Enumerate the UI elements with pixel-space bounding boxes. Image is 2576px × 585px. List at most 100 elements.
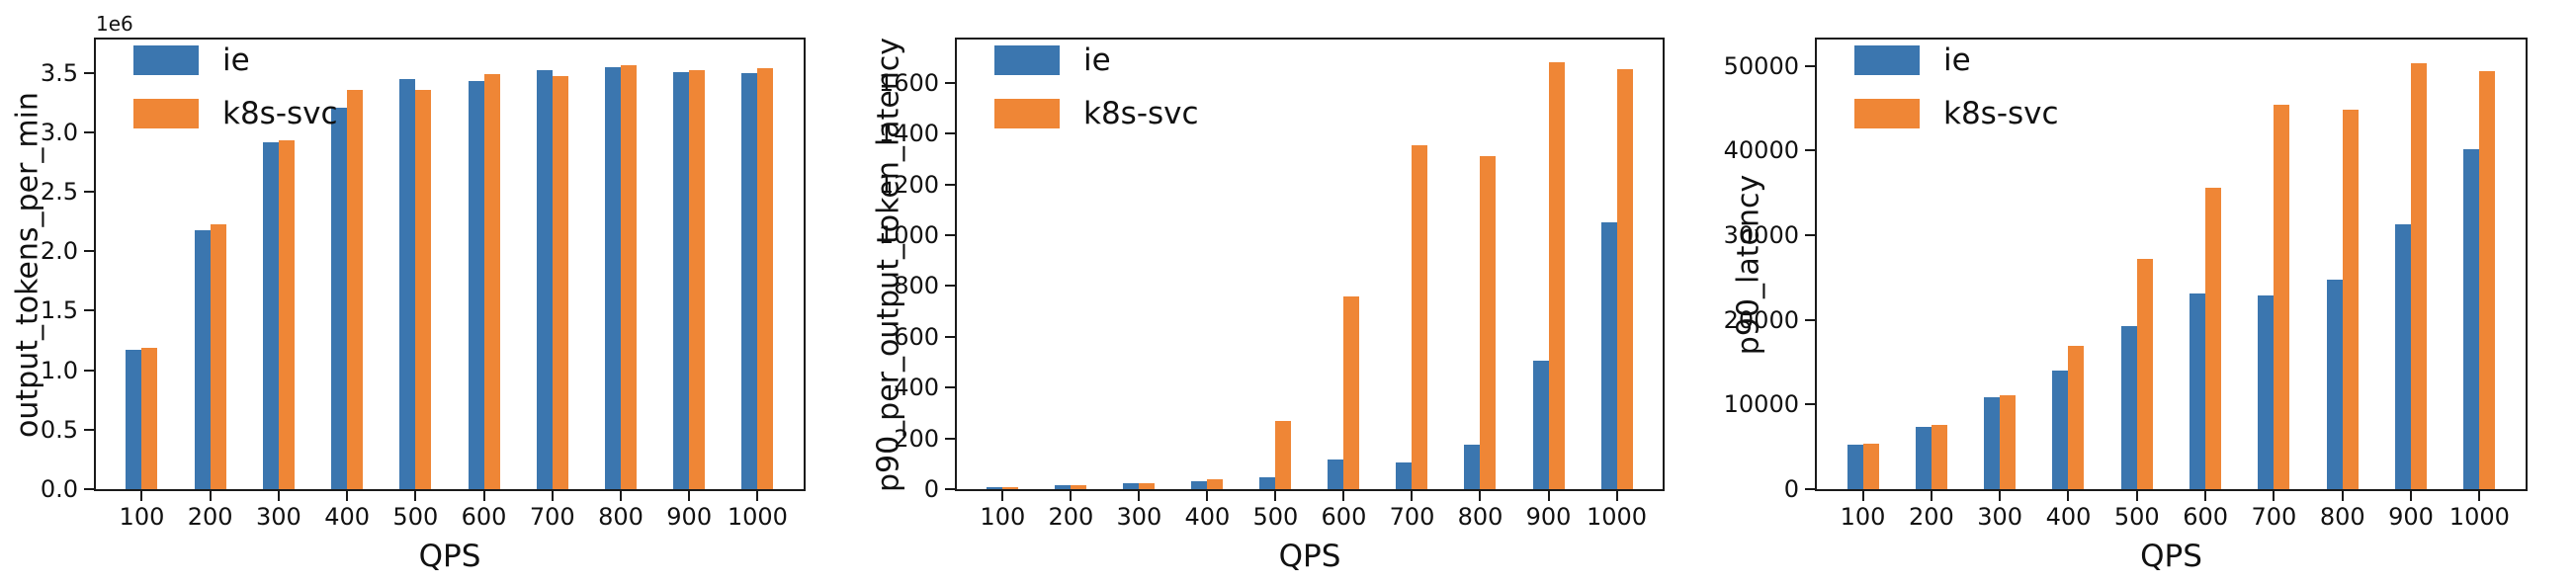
bar-ie-800 [1464,445,1481,489]
legend-swatch-ie [133,45,199,75]
bar-k8s-svc-400 [1207,479,1224,489]
y-tick-label: 1600 [878,68,939,97]
x-axis-label: QPS [1278,539,1341,574]
bar-ie-100 [987,486,1003,489]
legend-item-ie: ie [994,42,1199,78]
x-axis-label: QPS [2140,539,2202,574]
x-tick-label: 500 [392,503,439,531]
bar-k8s-svc-1000 [757,67,774,489]
y-tick-mark [84,369,94,372]
bar-ie-300 [262,141,279,489]
x-tick-mark [482,491,485,501]
y-tick-mark [945,183,955,186]
bar-ie-400 [2052,371,2069,489]
axis-offset-text: 1e6 [96,12,133,36]
x-tick-label: 700 [1389,503,1435,531]
y-tick-label: 1.5 [40,296,78,325]
bar-ie-700 [1396,462,1413,489]
x-tick-mark [551,491,554,501]
bar-k8s-svc-600 [1343,296,1360,489]
x-tick-mark [209,491,212,501]
y-tick-mark [945,233,955,236]
x-axis-label: QPS [418,539,481,574]
bar-k8s-svc-300 [1139,482,1156,489]
x-tick-mark [2067,491,2070,501]
legend-label: k8s-svc [222,96,338,131]
bar-k8s-svc-300 [278,140,295,489]
bar-ie-300 [1984,396,2001,489]
legend-swatch-k8s-svc [1854,99,1920,128]
bar-ie-600 [2190,293,2206,489]
bar-ie-1000 [1600,222,1617,489]
y-tick-label: 10000 [1723,390,1799,419]
bar-k8s-svc-1000 [2479,70,2496,489]
y-tick-mark [945,81,955,84]
bar-k8s-svc-100 [1002,486,1019,489]
x-tick-label: 200 [187,503,233,531]
y-tick-label: 200 [894,424,939,453]
bar-k8s-svc-400 [347,89,364,489]
bar-k8s-svc-600 [2205,187,2222,489]
bar-k8s-svc-500 [2136,258,2153,489]
x-tick-label: 600 [461,503,507,531]
bar-k8s-svc-700 [2274,104,2290,489]
bar-ie-800 [2326,280,2343,489]
x-tick-mark [1547,491,1550,501]
legend-item-k8s-svc: k8s-svc [994,96,1199,131]
y-tick-mark [945,285,955,288]
y-tick-mark [1805,64,1815,67]
chart-p90-latency: p90_latency 0 10000 20000 30000 40000 50000 100… [1724,38,2528,574]
bar-ie-100 [1846,445,1863,489]
x-tick-label: 700 [529,503,575,531]
legend: ie k8s-svc [1854,42,2059,131]
x-tick-label: 400 [1184,503,1231,531]
bar-ie-200 [1915,427,1932,489]
bar-ie-400 [1191,480,1208,489]
y-tick-label: 1.0 [40,356,78,384]
bar-k8s-svc-700 [1412,144,1428,489]
x-tick-label: 200 [1048,503,1094,531]
y-tick-label: 0.0 [40,475,78,503]
y-tick-mark [945,437,955,440]
legend-label: ie [1943,42,1971,78]
x-tick-label: 500 [1252,503,1299,531]
y-tick-label: 3.5 [40,58,78,87]
x-tick-label: 600 [1321,503,1367,531]
bar-ie-400 [331,107,348,489]
bar-k8s-svc-100 [1862,443,1879,489]
legend-item-k8s-svc: k8s-svc [1854,96,2059,131]
y-tick-mark [1805,403,1815,406]
x-tick-label: 900 [666,503,713,531]
y-tick-mark [1805,488,1815,490]
bar-k8s-svc-200 [1071,484,1087,489]
x-tick-label: 700 [2251,503,2297,531]
y-tick-label: 0 [923,475,939,503]
y-tick-label: 1400 [878,120,939,148]
bar-ie-700 [536,70,553,489]
x-tick-mark [2135,491,2138,501]
bar-ie-600 [1328,460,1344,489]
y-tick-label: 0 [1783,475,1799,503]
y-tick-mark [1805,149,1815,152]
legend-swatch-k8s-svc [133,99,199,128]
bar-ie-900 [2395,223,2412,489]
bar-k8s-svc-100 [141,347,158,489]
y-tick-mark [945,488,955,490]
x-tick-mark [2410,491,2413,501]
y-tick-mark [945,386,955,389]
y-tick-mark [84,250,94,253]
x-tick-label: 100 [1840,503,1886,531]
x-tick-mark [1138,491,1141,501]
bar-k8s-svc-300 [2000,394,2017,489]
legend-swatch-ie [1854,45,1920,75]
y-tick-mark [84,71,94,74]
bar-k8s-svc-600 [483,73,500,489]
y-tick-mark [1805,233,1815,236]
y-tick-label: 2.5 [40,178,78,207]
x-tick-label: 1000 [2448,503,2510,531]
y-tick-label: 400 [894,374,939,402]
y-tick-label: 0.5 [40,415,78,444]
x-tick-mark [1274,491,1277,501]
bar-k8s-svc-800 [620,65,637,489]
